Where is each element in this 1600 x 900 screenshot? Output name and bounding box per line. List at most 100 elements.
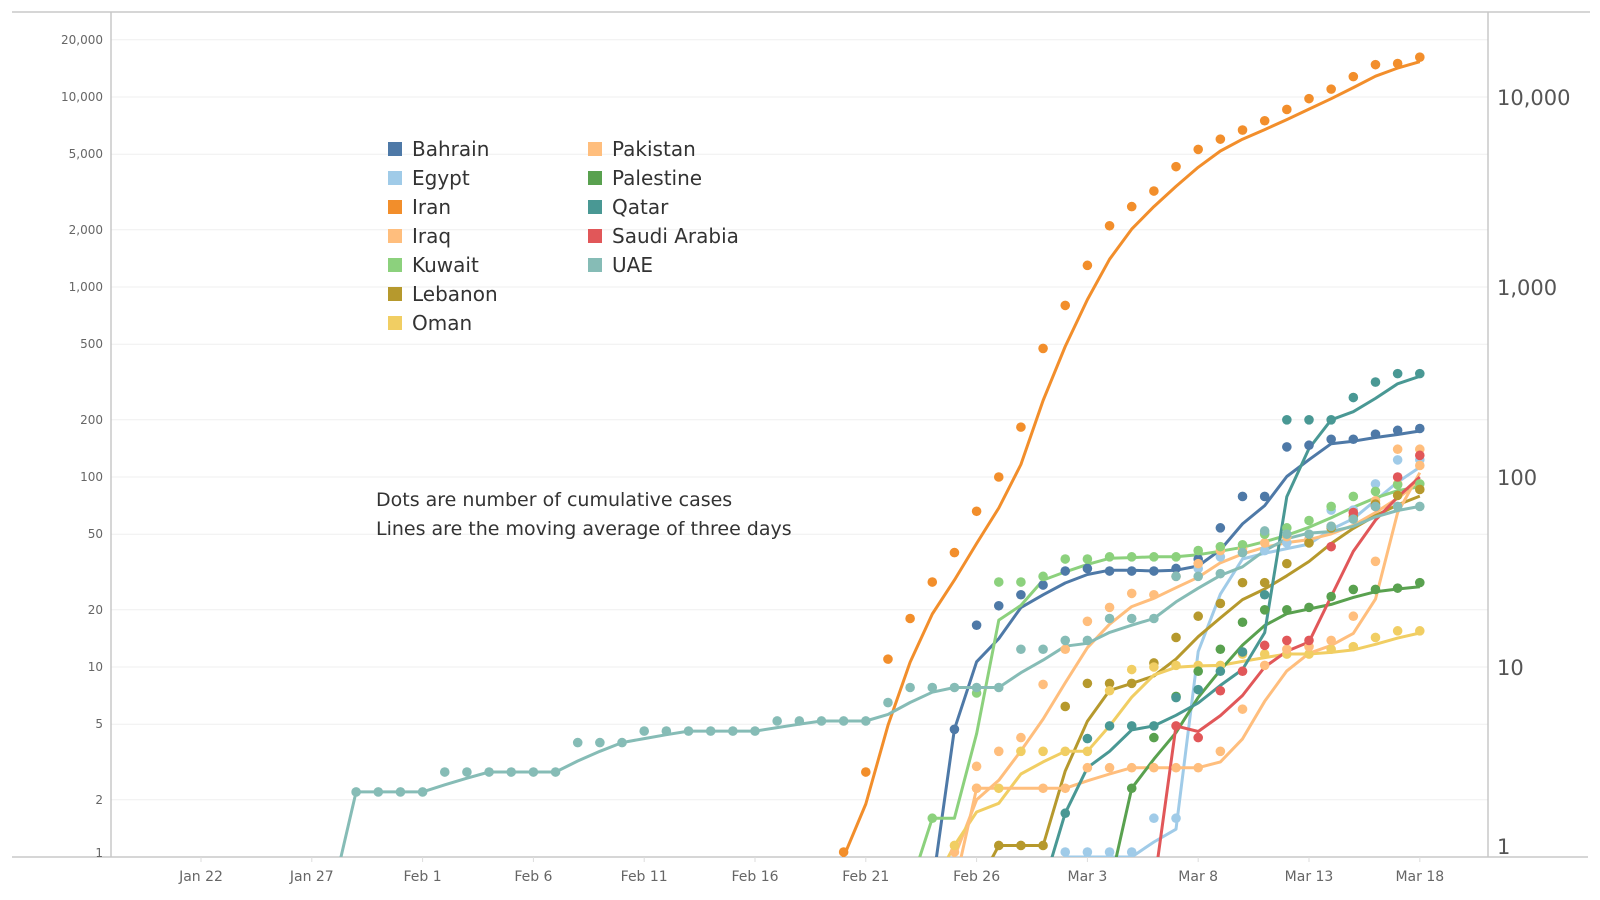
legend-swatch bbox=[388, 170, 402, 185]
dot-uae bbox=[1082, 635, 1093, 646]
dot-lebanon bbox=[1392, 490, 1403, 501]
legend-swatch bbox=[588, 141, 602, 156]
dot-bahrain bbox=[1348, 434, 1359, 445]
line-qatar bbox=[1050, 374, 1421, 857]
dot-uae bbox=[1348, 514, 1359, 524]
dot-bahrain bbox=[1171, 563, 1181, 574]
dot-uae bbox=[373, 787, 384, 797]
legend-swatch bbox=[388, 141, 402, 156]
dot-egypt bbox=[1392, 455, 1403, 465]
legend-label: Oman bbox=[412, 310, 473, 335]
dot-qatar bbox=[1237, 647, 1248, 657]
dot-bahrain bbox=[1415, 423, 1425, 434]
legend-item[interactable]: Pakistan bbox=[588, 134, 788, 163]
line-uae bbox=[339, 504, 1421, 857]
dot-uae bbox=[528, 767, 539, 777]
dot-uae bbox=[1193, 571, 1203, 582]
dot-kuwait bbox=[1215, 541, 1226, 552]
dot-lebanon bbox=[1104, 678, 1115, 689]
dot-iraq bbox=[993, 746, 1004, 757]
x-tick-label: Jan 27 bbox=[289, 869, 334, 885]
legend-label: UAE bbox=[612, 252, 653, 277]
dot-oman bbox=[1060, 746, 1071, 757]
dot-qatar bbox=[1415, 368, 1425, 379]
dot-bahrain bbox=[1259, 491, 1270, 502]
dot-iran bbox=[1392, 58, 1403, 69]
dot-palestine bbox=[1304, 602, 1314, 613]
legend-item[interactable]: Kuwait bbox=[388, 250, 588, 279]
dot-uae bbox=[1370, 501, 1381, 512]
y-right-tick-label: 100 bbox=[1497, 466, 1537, 490]
dot-egypt bbox=[1126, 847, 1137, 857]
y-tick-label: 5 bbox=[95, 717, 103, 731]
dot-pakistan bbox=[1126, 762, 1137, 773]
legend-item[interactable]: Palestine bbox=[588, 163, 788, 192]
dot-palestine bbox=[1392, 583, 1403, 593]
dot-kuwait bbox=[1149, 552, 1159, 562]
dot-iran bbox=[1259, 115, 1270, 126]
dot-uae bbox=[661, 726, 672, 736]
y-tick-label: 5,000 bbox=[69, 147, 103, 161]
dot-oman bbox=[993, 783, 1004, 794]
dot-bahrain bbox=[1060, 566, 1071, 576]
dot-uae bbox=[484, 767, 494, 777]
y-right-tick-label: 10 bbox=[1497, 656, 1524, 680]
x-tick-label: Feb 26 bbox=[953, 869, 1000, 885]
dot-iran bbox=[1415, 52, 1425, 62]
dot-bahrain bbox=[1215, 523, 1226, 533]
dot-pakistan bbox=[1060, 783, 1071, 794]
dot-bahrain bbox=[1104, 566, 1115, 576]
dot-oman bbox=[1016, 746, 1026, 757]
x-tick-label: Feb 16 bbox=[731, 869, 778, 885]
dot-uae bbox=[595, 737, 605, 748]
dot-uae bbox=[1104, 613, 1115, 624]
legend-item[interactable]: Iraq bbox=[388, 221, 588, 250]
dot-uae bbox=[417, 787, 428, 797]
legend-label: Pakistan bbox=[612, 136, 696, 161]
legend-item[interactable]: Oman bbox=[388, 308, 588, 337]
dot-bahrain bbox=[1282, 442, 1292, 452]
dot-uae bbox=[1215, 568, 1226, 579]
legend-item[interactable]: Iran bbox=[388, 192, 588, 221]
dot-qatar bbox=[1392, 368, 1403, 379]
legend-item[interactable]: UAE bbox=[588, 250, 788, 279]
dot-pakistan bbox=[1038, 783, 1048, 794]
dot-uae bbox=[816, 716, 827, 726]
dot-qatar bbox=[1259, 589, 1270, 600]
dot-iraq bbox=[1259, 538, 1270, 548]
dot-uae bbox=[905, 682, 915, 693]
dot-iran bbox=[1126, 201, 1137, 212]
y-tick-label: 1,000 bbox=[69, 280, 103, 294]
legend-item[interactable]: Qatar bbox=[588, 192, 788, 221]
dot-iraq bbox=[971, 761, 982, 772]
dot-bahrain bbox=[949, 724, 960, 735]
y-right-tick-label: 10,000 bbox=[1497, 86, 1570, 110]
dot-kuwait bbox=[1392, 479, 1403, 490]
legend-item[interactable]: Saudi Arabia bbox=[588, 221, 788, 250]
legend-item[interactable]: Bahrain bbox=[388, 134, 588, 163]
legend-label: Saudi Arabia bbox=[612, 223, 739, 248]
dot-egypt bbox=[1060, 847, 1071, 857]
legend-item[interactable]: Egypt bbox=[388, 163, 588, 192]
dot-bahrain bbox=[1126, 566, 1137, 576]
dot-lebanon bbox=[1415, 484, 1425, 495]
dot-lebanon bbox=[1082, 678, 1093, 689]
dot-palestine bbox=[1237, 617, 1248, 628]
dot-qatar bbox=[1304, 415, 1314, 425]
legend-swatch bbox=[388, 228, 402, 243]
dot-uae bbox=[728, 726, 738, 736]
dot-bahrain bbox=[1038, 580, 1048, 590]
dot-kuwait bbox=[1104, 552, 1115, 562]
dot-bahrain bbox=[1392, 425, 1403, 436]
dot-uae bbox=[1149, 613, 1159, 624]
dot-uae bbox=[1171, 571, 1181, 582]
legend-item[interactable]: Lebanon bbox=[388, 279, 588, 308]
dot-kuwait bbox=[1126, 552, 1137, 562]
dot-oman bbox=[1082, 746, 1093, 757]
dot-egypt bbox=[1370, 479, 1381, 489]
dot-pakistan bbox=[1082, 762, 1093, 773]
legend-swatch bbox=[388, 257, 402, 272]
dot-oman bbox=[1326, 644, 1336, 655]
y-right-tick-label: 1,000 bbox=[1497, 276, 1557, 300]
